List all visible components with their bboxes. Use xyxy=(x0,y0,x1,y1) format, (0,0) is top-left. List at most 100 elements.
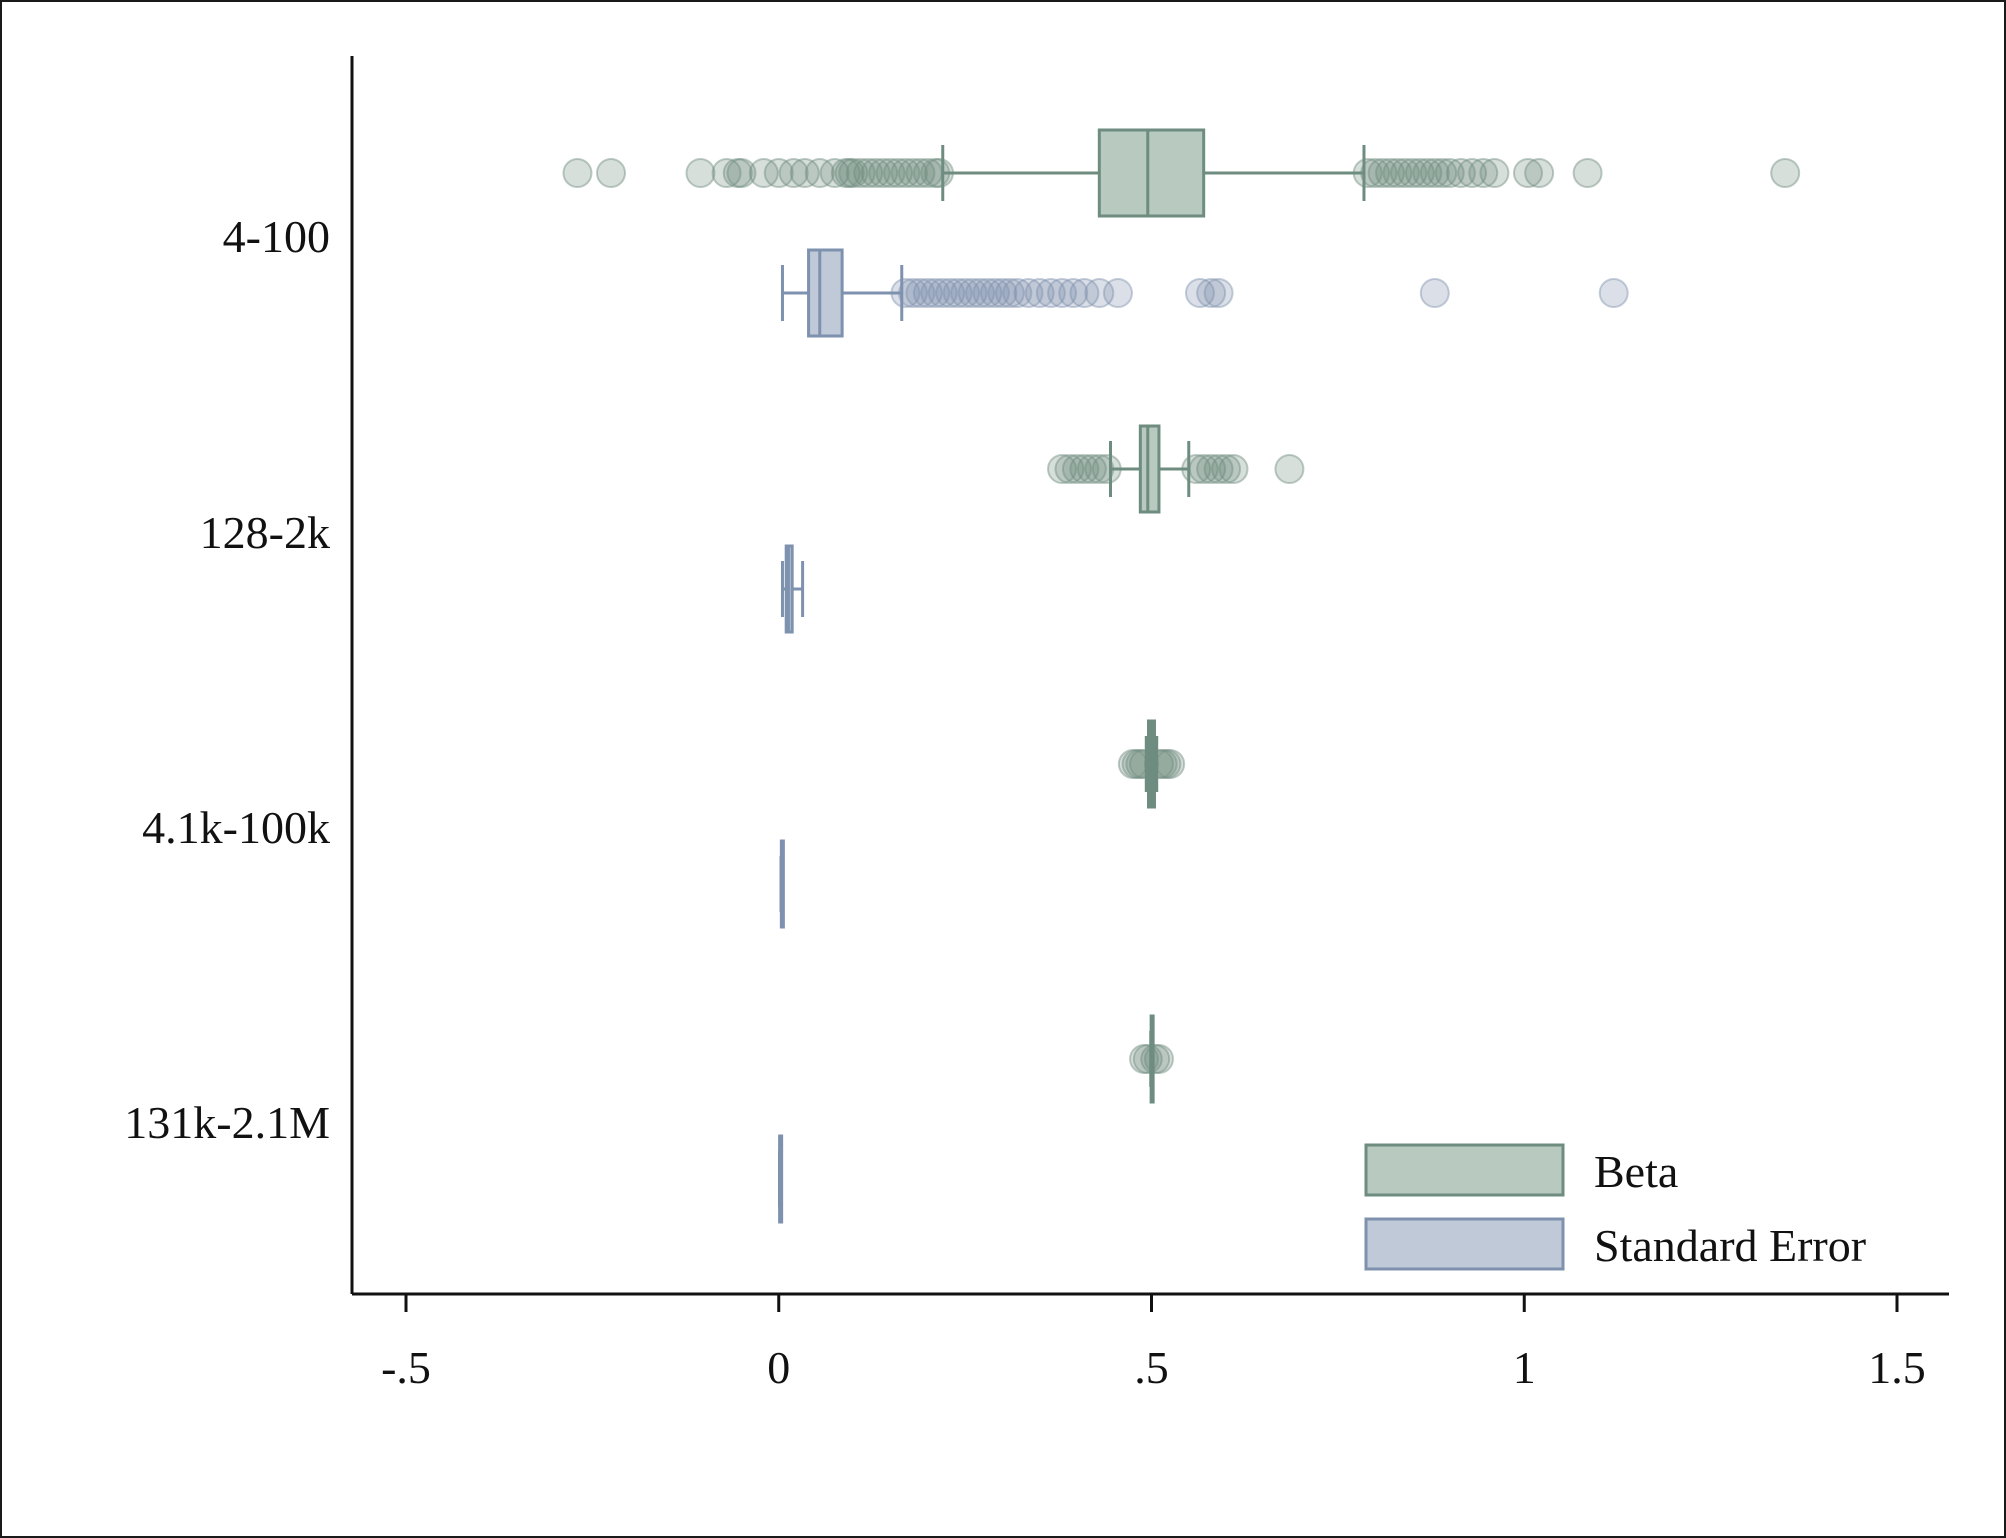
outlier-point xyxy=(1196,278,1227,308)
outlier-point xyxy=(875,158,906,188)
outlier-point xyxy=(920,278,951,308)
outlier-point xyxy=(778,158,809,188)
legend: Beta Standard Error xyxy=(1364,1143,1866,1271)
outlier-point xyxy=(868,158,899,188)
boxes-layer xyxy=(562,128,1801,1224)
outlier-point xyxy=(1155,749,1186,779)
outlier-point xyxy=(1013,278,1044,308)
outlier-point xyxy=(1084,278,1115,308)
category-label: 128-2k xyxy=(200,507,330,558)
outlier-point xyxy=(1427,158,1458,188)
outlier-point xyxy=(897,158,928,188)
outlier-point xyxy=(972,278,1003,308)
outlier-point xyxy=(1572,158,1603,188)
outlier-point xyxy=(1061,454,1092,484)
x-tick-label: 0 xyxy=(767,1342,790,1393)
outlier-point xyxy=(726,158,757,188)
outlier-point xyxy=(912,278,943,308)
outlier-point xyxy=(596,158,627,188)
outlier-point xyxy=(987,278,1018,308)
outlier-point xyxy=(905,278,936,308)
axes-layer xyxy=(350,56,1949,1296)
outlier-point xyxy=(1047,454,1078,484)
legend-swatch-standard-error xyxy=(1364,1217,1565,1271)
outlier-point xyxy=(890,158,921,188)
outlier-point xyxy=(845,158,876,188)
box-beta xyxy=(562,128,1801,218)
outlier-point xyxy=(1367,158,1398,188)
outlier-point xyxy=(819,158,850,188)
x-tick-label: 1 xyxy=(1513,1342,1536,1393)
legend-label-standard-error: Standard Error xyxy=(1594,1220,1866,1271)
outlier-point xyxy=(1047,278,1078,308)
outlier-point xyxy=(789,158,820,188)
outlier-point xyxy=(1132,1044,1163,1074)
box-beta xyxy=(1129,1014,1174,1104)
outlier-point xyxy=(1445,158,1476,188)
outlier-point xyxy=(1404,158,1435,188)
outlier-point xyxy=(1203,278,1234,308)
legend-label-beta: Beta xyxy=(1594,1146,1678,1197)
outlier-point xyxy=(853,158,884,188)
box-standard-error xyxy=(777,1134,784,1224)
category-labels: 4-100 128-2k 4.1k-100k 131k-2.1M xyxy=(124,211,330,1148)
box-standard-error xyxy=(780,248,1629,338)
x-tick-label: -.5 xyxy=(381,1342,431,1393)
outlier-point xyxy=(979,278,1010,308)
outlier-point xyxy=(1375,158,1406,188)
outlier-point xyxy=(1389,158,1420,188)
outlier-point xyxy=(834,158,865,188)
box-body xyxy=(1138,424,1161,514)
outlier-point xyxy=(1457,158,1488,188)
outlier-point xyxy=(957,278,988,308)
outlier-point xyxy=(748,158,779,188)
outlier-point xyxy=(1035,278,1066,308)
outlier-point xyxy=(1434,158,1465,188)
outlier-point xyxy=(965,278,996,308)
outlier-point xyxy=(1002,278,1033,308)
outlier-point xyxy=(1058,278,1089,308)
outlier-point xyxy=(1069,278,1100,308)
outlier-point xyxy=(830,158,861,188)
outlier-point xyxy=(927,278,958,308)
category-label: 131k-2.1M xyxy=(124,1097,330,1148)
outlier-point xyxy=(1412,158,1443,188)
category-label: 4-100 xyxy=(223,211,330,262)
box-standard-error xyxy=(780,544,805,634)
outlier-point xyxy=(1184,278,1215,308)
outlier-point xyxy=(883,158,914,188)
box-standard-error xyxy=(779,839,785,929)
outlier-point xyxy=(905,158,936,188)
outlier-point xyxy=(763,158,794,188)
outlier-point xyxy=(1218,454,1249,484)
outlier-point xyxy=(838,158,869,188)
outlier-point xyxy=(1211,454,1242,484)
outlier-point xyxy=(1419,158,1450,188)
outlier-point xyxy=(1196,454,1227,484)
outlier-point xyxy=(1419,278,1450,308)
legend-swatch-beta xyxy=(1364,1143,1565,1197)
outlier-point xyxy=(1140,1044,1171,1074)
x-tick-label: 1.5 xyxy=(1868,1342,1926,1393)
outlier-point xyxy=(1102,278,1133,308)
outlier-point xyxy=(1382,158,1413,188)
outlier-point xyxy=(1076,454,1107,484)
outlier-point xyxy=(1143,1044,1174,1074)
outlier-point xyxy=(1512,158,1543,188)
outlier-point xyxy=(722,158,753,188)
box-beta xyxy=(1047,424,1305,514)
box-body xyxy=(807,248,844,338)
outlier-point xyxy=(994,278,1025,308)
outlier-point xyxy=(1468,158,1499,188)
outlier-point xyxy=(935,278,966,308)
outlier-point xyxy=(1397,158,1428,188)
category-label: 4.1k-100k xyxy=(142,802,330,853)
outlier-point xyxy=(1598,278,1629,308)
x-tick-label: .5 xyxy=(1134,1342,1169,1393)
outlier-point xyxy=(942,278,973,308)
box-body xyxy=(1097,128,1206,218)
outlier-point xyxy=(950,278,981,308)
outlier-point xyxy=(562,158,593,188)
x-ticks: -.5 0 .5 1 1.5 xyxy=(381,1294,1926,1393)
outlier-point xyxy=(1770,158,1801,188)
